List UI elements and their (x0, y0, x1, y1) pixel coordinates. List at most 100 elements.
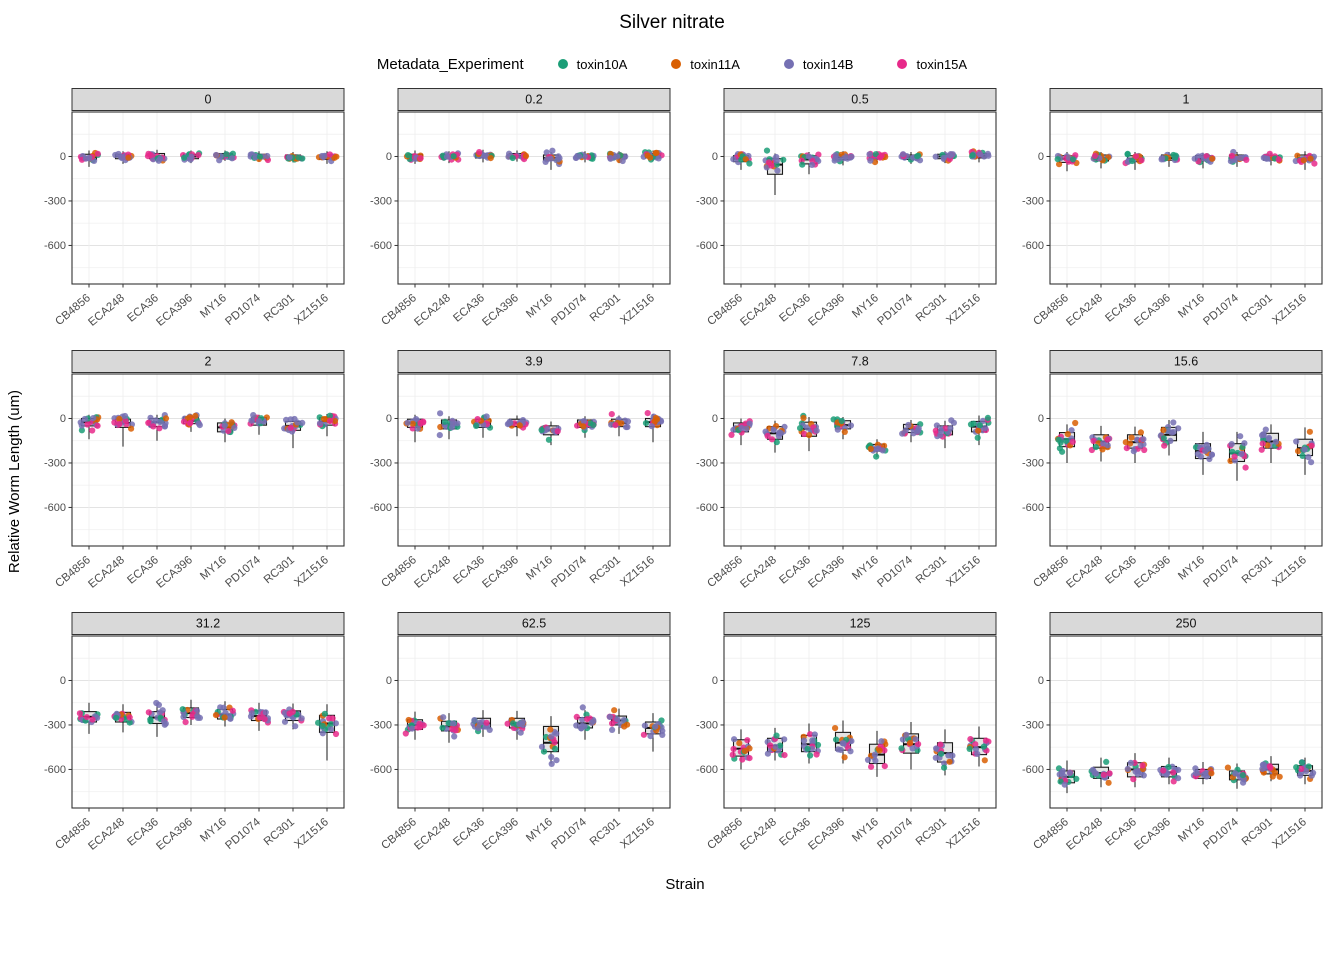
jitter-point (1276, 773, 1283, 780)
legend: Metadata_Experiment toxin10A toxin11A toxi… (0, 50, 1344, 78)
jitter-point (1237, 433, 1244, 440)
jitter-point (933, 745, 940, 752)
panel-border (397, 111, 671, 285)
jitter-point (212, 712, 220, 719)
jitter-point (1054, 156, 1061, 163)
x-tick-label: ECA396 (480, 816, 521, 853)
jitter-point (1305, 763, 1312, 770)
y-tick-label: 0 (1038, 151, 1044, 163)
jitter-point (229, 707, 236, 714)
jitter-point (216, 157, 223, 164)
jitter-point (519, 720, 526, 727)
jitter-point (445, 720, 452, 727)
jitter-point (946, 758, 953, 765)
jitter-point (195, 420, 202, 427)
jitter-point (450, 153, 457, 160)
jitter-point (194, 714, 201, 721)
jitter-point (145, 419, 152, 426)
jitter-point (1266, 150, 1273, 157)
jitter-point (976, 422, 983, 429)
x-tick-label: ECA396 (154, 554, 195, 591)
jitter-point (1165, 764, 1172, 771)
jitter-point (228, 419, 235, 426)
jitter-point (1262, 426, 1269, 433)
jitter-point (624, 423, 631, 431)
jitter-point (1132, 153, 1140, 160)
x-tick-label: XZ1516 (292, 554, 331, 589)
x-tick-label: XZ1516 (1270, 292, 1309, 327)
jitter-point (281, 709, 288, 716)
x-tick-label: ECA248 (1064, 554, 1105, 591)
jitter-point (186, 414, 193, 421)
jitter-point (1092, 444, 1099, 451)
jitter-point (900, 151, 907, 158)
jitter-point (730, 156, 737, 163)
jitter-point (807, 731, 814, 738)
jitter-point (155, 157, 162, 164)
jitter-point (1275, 156, 1282, 163)
jitter-point (231, 424, 238, 431)
x-tick-label: RC301 (262, 292, 297, 324)
x-tick-label: CB4856 (705, 554, 745, 590)
jitter-point (549, 147, 556, 154)
jitter-point (799, 161, 806, 168)
jitter-point (611, 707, 618, 714)
jitter-point (619, 157, 626, 165)
jitter-point (607, 154, 614, 162)
jitter-point (182, 719, 189, 726)
jitter-point (160, 718, 167, 725)
jitter-point (776, 742, 784, 749)
facet-strip-label: 3.9 (525, 355, 542, 369)
x-tick-label: ECA396 (1132, 292, 1173, 329)
jitter-point (553, 730, 560, 737)
jitter-point (1228, 152, 1235, 159)
panel-border (723, 111, 997, 285)
jitter-point (612, 422, 619, 429)
jitter-point (813, 751, 820, 758)
jitter-point (145, 709, 152, 716)
jitter-point (547, 726, 554, 733)
jitter-point (540, 748, 548, 755)
jitter-point (848, 153, 855, 160)
jitter-point (1137, 442, 1144, 449)
legend-label: toxin14B (802, 56, 854, 72)
x-tick-label: XZ1516 (1270, 554, 1309, 589)
jitter-point (1137, 429, 1144, 436)
x-tick-label: MY16 (850, 554, 881, 583)
jitter-point (1266, 763, 1273, 770)
x-tick-label: PD1074 (223, 816, 263, 852)
jitter-point (417, 420, 424, 427)
x-tick-label: MY16 (524, 292, 555, 321)
jitter-point (128, 425, 135, 432)
jitter-point (1241, 440, 1248, 447)
jitter-point (1298, 759, 1305, 766)
jitter-point (1139, 762, 1146, 769)
jitter-point (1100, 771, 1107, 778)
jitter-point (450, 720, 457, 727)
jitter-point (441, 418, 449, 425)
jitter-point (590, 421, 597, 428)
jitter-point (624, 721, 631, 728)
jitter-point (1170, 419, 1177, 426)
y-tick-label: 0 (1038, 413, 1044, 425)
jitter-point (299, 155, 306, 162)
x-tick-label: MY16 (198, 292, 229, 321)
facet-strip-label: 0 (205, 93, 212, 107)
facet-strip-label: 2 (205, 355, 212, 369)
jitter-point (839, 740, 846, 747)
jitter-point (1104, 436, 1111, 443)
jitter-point (573, 713, 580, 720)
facet-strip (397, 88, 671, 111)
jitter-point (1243, 156, 1250, 163)
jitter-point (579, 722, 586, 729)
y-tick-label: -300 (370, 719, 392, 731)
jitter-point (1056, 161, 1063, 168)
jitter-point (807, 752, 814, 759)
jitter-point (809, 737, 816, 744)
jitter-point (264, 152, 271, 160)
jitter-point (652, 414, 659, 421)
jitter-point (579, 704, 586, 711)
panel-background (72, 112, 344, 284)
jitter-point (1311, 160, 1318, 167)
